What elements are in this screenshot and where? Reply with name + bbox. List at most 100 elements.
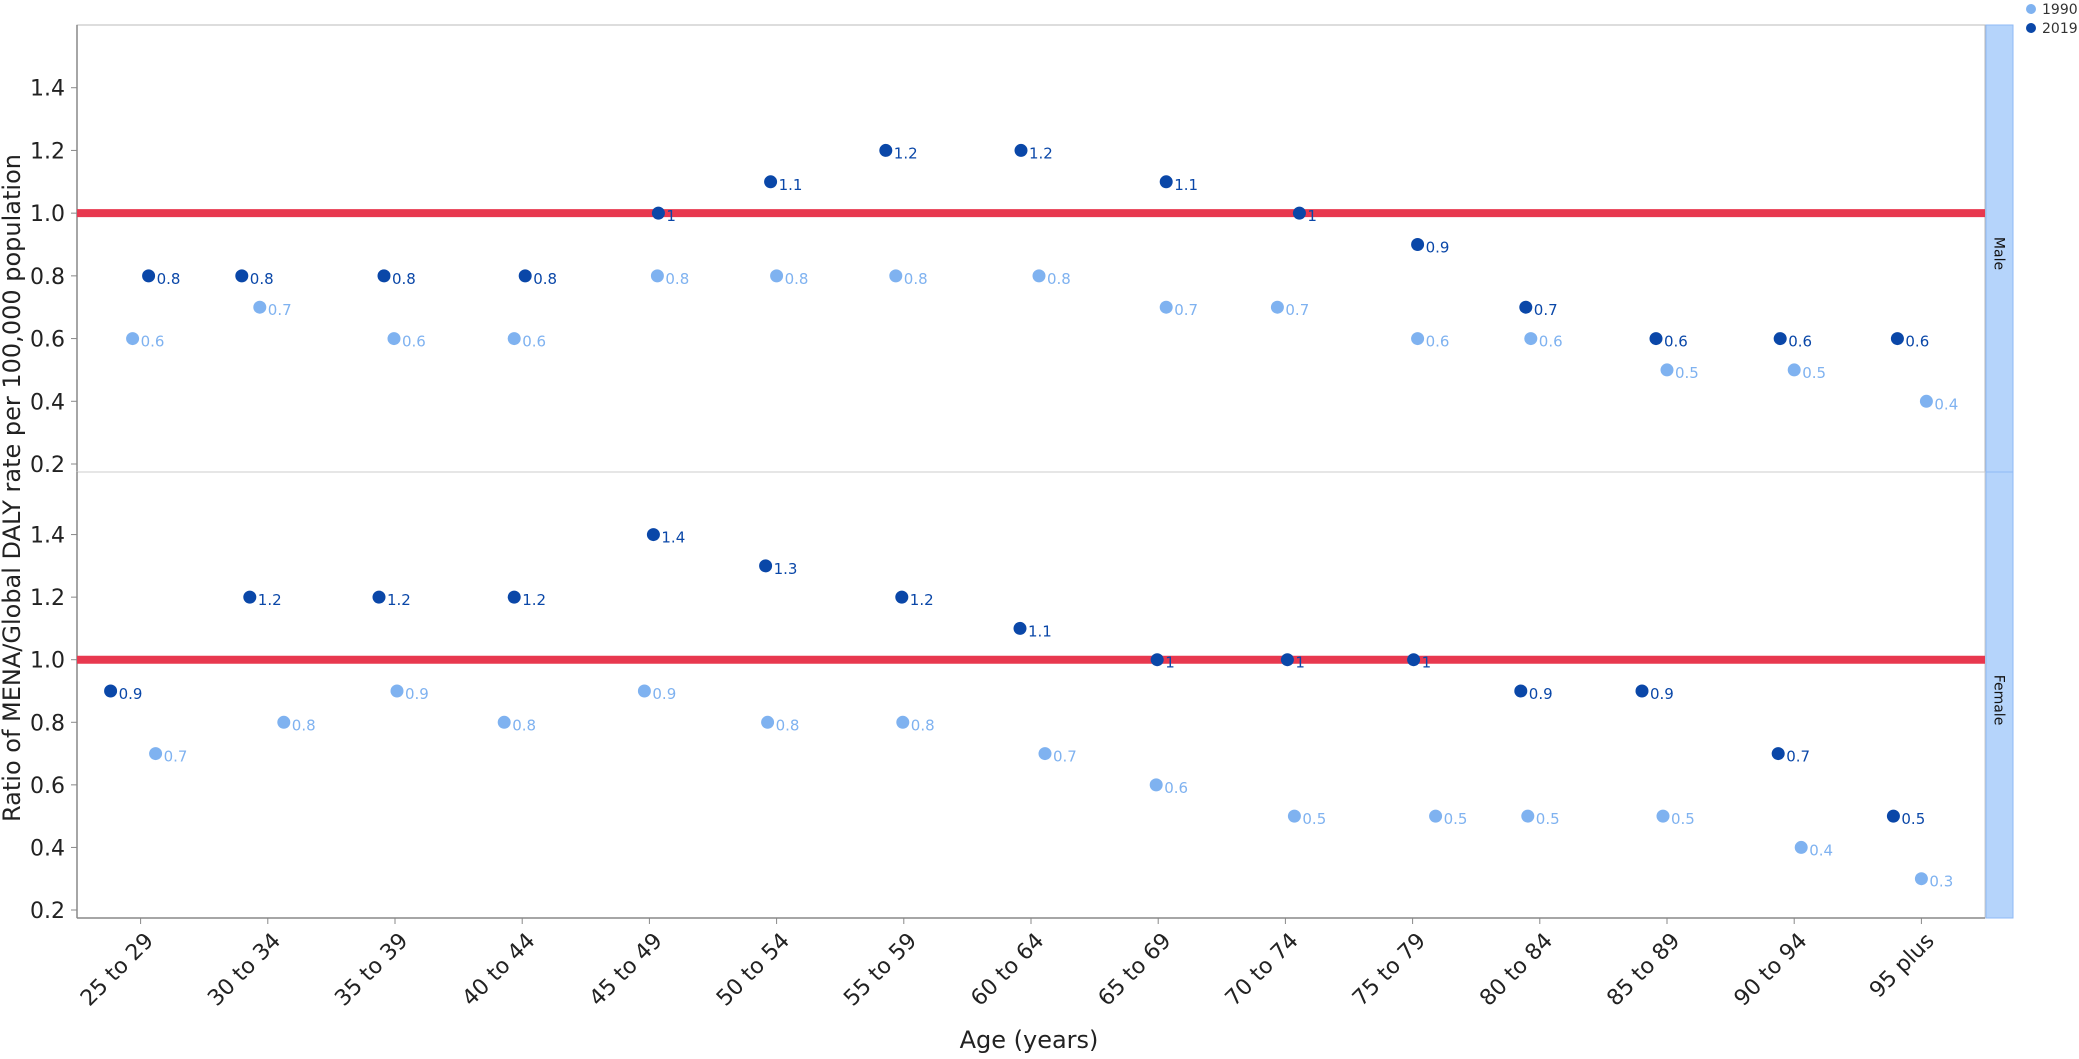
point-2019 (507, 590, 521, 604)
point-1990 (390, 684, 404, 698)
point-1990 (1038, 747, 1052, 761)
point-1990 (1794, 840, 1808, 854)
x-tick-label: 30 to 34 (203, 929, 286, 1012)
y-tick-label: 0.2 (30, 453, 65, 478)
legend-label-1990: 1990 (2042, 2, 2078, 18)
data-label-2019: 1.1 (779, 176, 803, 194)
y-tick-label: 0.4 (30, 836, 65, 861)
data-label-1990: 0.3 (1929, 873, 1953, 891)
data-label-1990: 0.6 (141, 333, 165, 351)
point-2019 (142, 269, 156, 283)
point-2019 (1890, 332, 1904, 346)
point-1990 (1270, 300, 1284, 314)
data-label-2019: 1.1 (1174, 176, 1198, 194)
data-label-1990: 0.7 (164, 748, 188, 766)
point-1990 (650, 269, 664, 283)
data-label-2019: 0.9 (119, 685, 143, 703)
data-label-1990: 0.7 (268, 301, 292, 319)
data-label-2019: 1.2 (910, 591, 934, 609)
point-2019 (1159, 175, 1173, 189)
point-1990 (1032, 269, 1046, 283)
x-tick-label: 80 to 84 (1475, 929, 1558, 1012)
y-tick-label: 0.8 (30, 711, 65, 736)
y-tick-label: 0.2 (30, 899, 65, 924)
point-2019 (372, 590, 386, 604)
point-1990 (1919, 394, 1933, 408)
point-2019 (1411, 238, 1425, 251)
data-label-2019: 0.7 (1786, 748, 1810, 766)
point-2019 (1519, 300, 1533, 314)
data-label-2019: 1 (1165, 654, 1175, 672)
data-label-2019: 1 (1422, 654, 1432, 672)
data-label-1990: 0.6 (402, 333, 426, 351)
point-2019 (518, 269, 532, 283)
point-2019 (377, 269, 391, 283)
data-label-1990: 0.6 (522, 333, 546, 351)
point-2019 (1014, 143, 1028, 157)
data-label-2019: 0.8 (533, 270, 557, 288)
data-label-2019: 1.2 (894, 144, 918, 162)
x-tick-label: 65 to 69 (1094, 929, 1177, 1012)
point-1990 (387, 332, 401, 346)
data-label-1990: 0.7 (1174, 301, 1198, 319)
point-1990 (1656, 809, 1670, 823)
data-label-2019: 1.4 (661, 529, 685, 547)
point-1990 (1914, 872, 1928, 886)
point-1990 (770, 269, 784, 283)
data-label-2019: 1.3 (774, 560, 798, 578)
point-2019 (1150, 653, 1164, 667)
point-2019 (235, 269, 249, 283)
data-label-1990: 0.5 (1302, 810, 1326, 828)
data-label-1990: 0.7 (1285, 301, 1309, 319)
data-label-2019: 0.9 (1650, 685, 1674, 703)
point-2019 (1649, 332, 1663, 346)
point-2019 (1407, 653, 1421, 667)
data-label-2019: 1.2 (1029, 144, 1053, 162)
panel-frame (76, 24, 1986, 473)
y-tick-label: 1.2 (30, 586, 65, 611)
point-2019 (104, 684, 118, 698)
x-tick-label: 25 to 29 (76, 929, 159, 1012)
x-axis: 25 to 29 30 to 34 35 to 39 40 to 44 45 to 49… (76, 917, 1985, 1012)
point-2019 (895, 590, 909, 604)
y-axis-title: Ratio of MENA/Global DALY rate per 100,0… (0, 154, 26, 822)
point-1990 (637, 684, 651, 698)
point-2019 (1514, 684, 1528, 698)
x-axis-title: Age (years) (960, 1026, 1099, 1054)
data-label-1990: 0.8 (292, 716, 316, 734)
data-label-2019: 1.2 (387, 591, 411, 609)
chart-panels: 0.2 0.4 0.6 0.8 1.0 1.2 1.4 Male 0.6 0.7 0.6 0.6 0.8… (30, 24, 2014, 924)
panel-strip (1985, 24, 2014, 473)
data-label-1990: 0.8 (911, 716, 935, 734)
y-tick-label: 1.4 (30, 77, 65, 102)
data-label-2019: 0.9 (1529, 685, 1553, 703)
y-tick-label: 1.0 (30, 649, 65, 674)
y-tick-label: 0.6 (30, 774, 65, 799)
point-1990 (1524, 332, 1538, 346)
point-1990 (507, 332, 521, 346)
point-2019 (651, 206, 665, 220)
data-label-1990: 0.5 (1675, 364, 1699, 382)
panel-male: 0.2 0.4 0.6 0.8 1.0 1.2 1.4 Male 0.6 0.7 0.6 0.6 0.8… (30, 24, 2014, 478)
data-label-2019: 0.7 (1534, 301, 1558, 319)
x-tick-label: 90 to 94 (1730, 929, 1813, 1012)
data-label-2019: 0.8 (250, 270, 274, 288)
x-tick-label: 50 to 54 (712, 929, 795, 1012)
data-label-1990: 0.5 (1671, 810, 1695, 828)
y-tick-label: 1.0 (30, 202, 65, 227)
x-tick-label: 60 to 64 (966, 929, 1049, 1012)
data-label-1990: 0.6 (1164, 779, 1188, 797)
data-label-2019: 0.5 (1901, 810, 1925, 828)
data-label-1990: 0.8 (776, 716, 800, 734)
x-tick-label: 75 to 79 (1348, 929, 1431, 1012)
legend-marker-1990 (2026, 4, 2036, 14)
data-label-2019: 0.6 (1788, 333, 1812, 351)
data-label-1990: 0.8 (904, 270, 928, 288)
y-tick-label: 0.4 (30, 390, 65, 415)
point-1990 (1149, 778, 1163, 792)
data-label-2019: 1 (1307, 207, 1317, 225)
point-1990 (1429, 809, 1443, 823)
point-2019 (764, 175, 778, 189)
data-label-2019: 1.1 (1028, 622, 1052, 640)
